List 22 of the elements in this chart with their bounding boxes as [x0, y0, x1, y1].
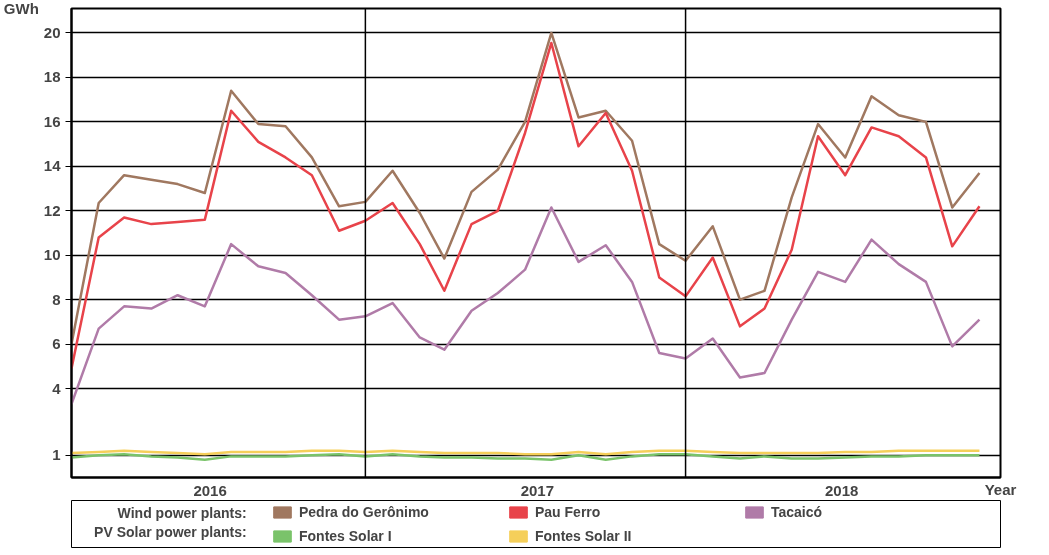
legend-label: Pau Ferro — [535, 504, 602, 520]
text: PV Solar power plants: — [94, 523, 247, 540]
y-axis-title: GWh — [3, 0, 39, 17]
text: Wind power plants: — [117, 504, 247, 521]
y-tick-label: 20 — [43, 23, 61, 41]
legend-label: Fontes Solar I — [299, 528, 393, 544]
x-axis-title: Year — [984, 480, 1017, 498]
y-tick-label: 8 — [52, 290, 61, 308]
legend-label: Fontes Solar II — [535, 528, 633, 544]
y-tick-label: 16 — [43, 112, 61, 130]
x-tick-label: 2017 — [520, 481, 555, 499]
y-tick-label: 10 — [43, 246, 61, 264]
y-tick-label: 4 — [52, 379, 62, 397]
y-tick-label: 14 — [43, 157, 62, 175]
y-tick-label: 1 — [52, 446, 61, 464]
x-tick-label: 2018 — [825, 481, 859, 499]
legend-label: Tacaicó — [771, 504, 824, 520]
y-tick-label: 12 — [43, 201, 61, 219]
y-tick-label: 18 — [43, 68, 61, 86]
y-tick-label: 6 — [52, 335, 61, 353]
x-tick-label: 2016 — [193, 481, 227, 499]
legend-label: Pedra do Gerônimo — [299, 504, 430, 520]
